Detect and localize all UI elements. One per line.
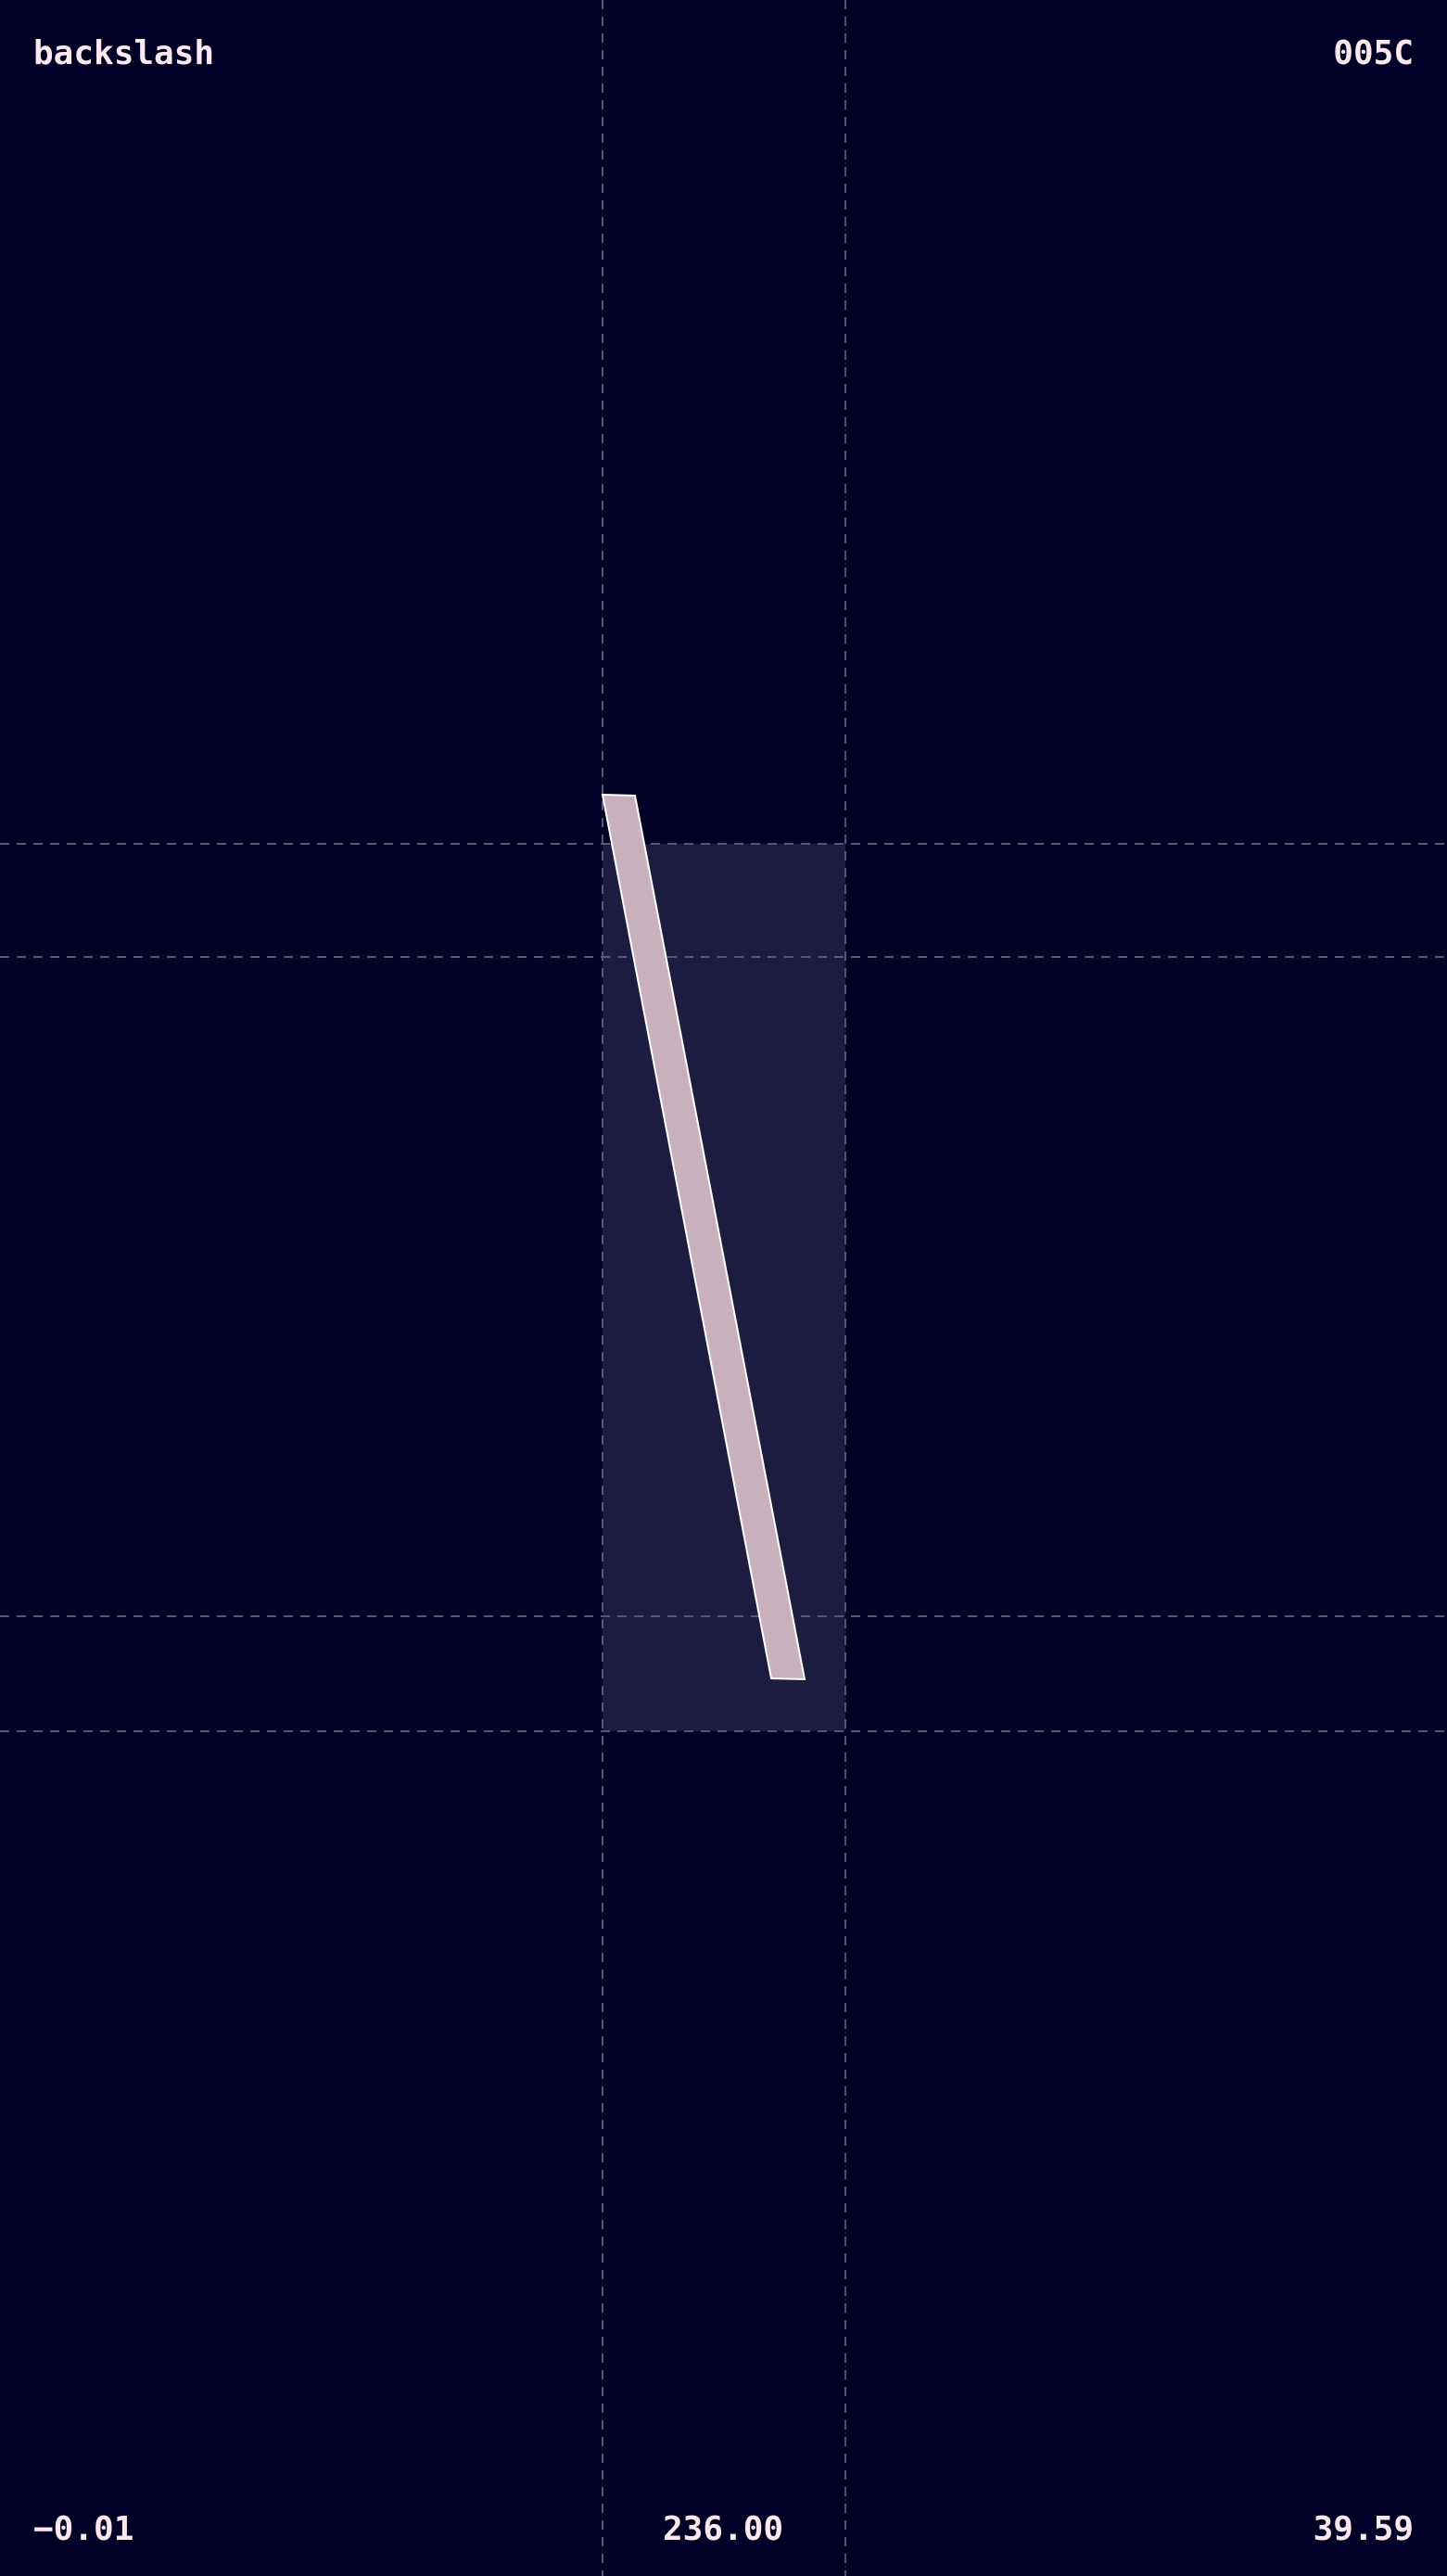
right-bearing-value: 39.59 — [1313, 2510, 1414, 2548]
glyph-name: backslash — [33, 34, 215, 72]
glyph-codepoint: 005C — [1333, 34, 1414, 72]
left-bearing-value: −0.01 — [33, 2510, 134, 2548]
advance-width-value: 236.00 — [663, 2510, 784, 2548]
backslash-glyph-outline — [601, 793, 806, 1681]
